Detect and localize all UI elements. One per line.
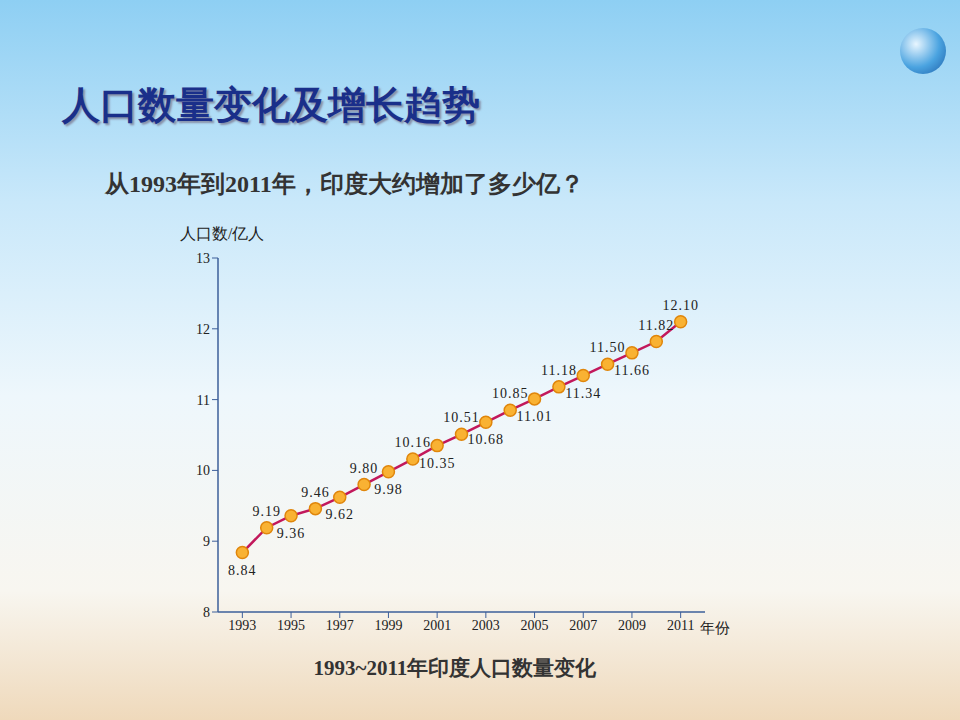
svg-text:10.35: 10.35 bbox=[419, 456, 456, 471]
svg-text:11: 11 bbox=[197, 393, 210, 408]
svg-text:11.01: 11.01 bbox=[517, 409, 553, 424]
svg-text:2011: 2011 bbox=[667, 618, 694, 633]
html-text:人口数/亿人: 人口数/亿人 bbox=[180, 225, 265, 242]
svg-text:9.19: 9.19 bbox=[252, 504, 281, 519]
svg-text:9.80: 9.80 bbox=[350, 461, 379, 476]
svg-text:2001: 2001 bbox=[423, 618, 451, 633]
svg-text:1999: 1999 bbox=[374, 618, 402, 633]
svg-text:9.36: 9.36 bbox=[277, 526, 306, 541]
svg-text:2007: 2007 bbox=[569, 618, 597, 633]
svg-text:9.98: 9.98 bbox=[374, 482, 403, 497]
svg-text:1993: 1993 bbox=[228, 618, 256, 633]
svg-text:12.10: 12.10 bbox=[662, 298, 699, 313]
svg-text:9: 9 bbox=[203, 534, 210, 549]
svg-text:9.46: 9.46 bbox=[301, 485, 330, 500]
svg-text:10.85: 10.85 bbox=[492, 386, 529, 401]
svg-text:1995: 1995 bbox=[277, 618, 305, 633]
svg-text:2005: 2005 bbox=[521, 618, 549, 633]
html-text:年份: 年份 bbox=[700, 620, 730, 636]
svg-text:8: 8 bbox=[203, 605, 210, 620]
svg-text:10.68: 10.68 bbox=[468, 432, 505, 447]
svg-text:10.16: 10.16 bbox=[395, 435, 432, 450]
svg-text:11.50: 11.50 bbox=[590, 340, 626, 355]
svg-text:11.18: 11.18 bbox=[541, 363, 577, 378]
svg-text:9.62: 9.62 bbox=[326, 507, 355, 522]
svg-text:11.34: 11.34 bbox=[565, 386, 601, 401]
html-text:1993~2011年印度人口数量变化: 1993~2011年印度人口数量变化 bbox=[313, 656, 597, 680]
svg-text:11.66: 11.66 bbox=[614, 363, 650, 378]
svg-text:2003: 2003 bbox=[472, 618, 500, 633]
html-text:人口数量变化及增长趋势: 人口数量变化及增长趋势 bbox=[62, 84, 480, 126]
svg-text:13: 13 bbox=[196, 251, 210, 266]
svg-text:8.84: 8.84 bbox=[228, 563, 257, 578]
svg-text:10.51: 10.51 bbox=[443, 410, 480, 425]
svg-text:12: 12 bbox=[196, 322, 210, 337]
svg-text:11.82: 11.82 bbox=[638, 318, 674, 333]
html-text:从1993年到2011年，印度大约增加了多少亿？: 从1993年到2011年，印度大约增加了多少亿？ bbox=[105, 171, 584, 197]
svg-text:10: 10 bbox=[196, 463, 210, 478]
svg-text:2009: 2009 bbox=[618, 618, 646, 633]
svg-text:1997: 1997 bbox=[326, 618, 354, 633]
